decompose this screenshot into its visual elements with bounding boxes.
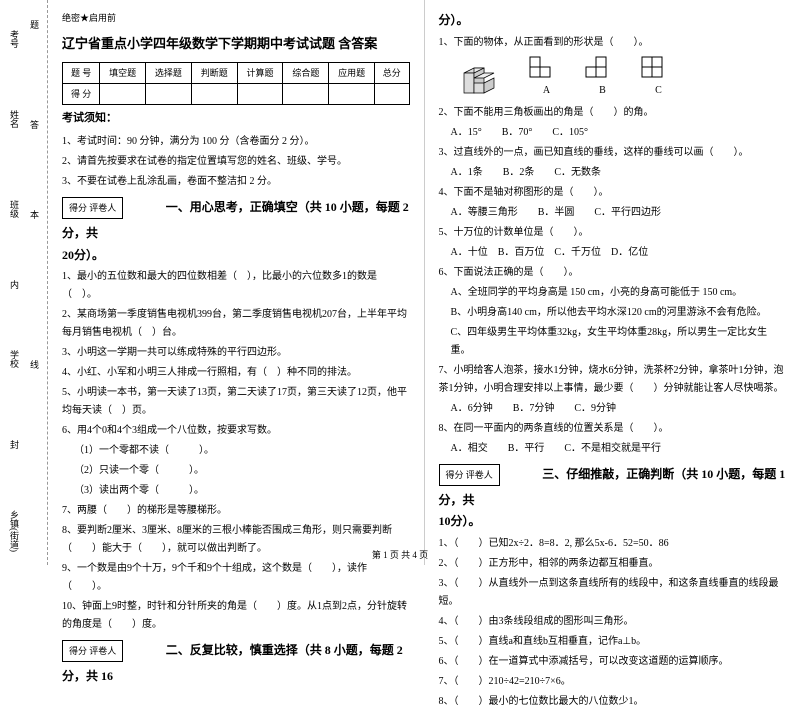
notice-item: 3、不要在试卷上乱涂乱画，卷面不整洁扣 2 分。 (62, 173, 410, 191)
question: 3、（ ）从直线外一点到这条直线所有的线段中，和这条直线垂直的线段最短。 (439, 575, 787, 611)
score-box: 得分 评卷人 (62, 640, 123, 662)
question: 2、下面不能用三角板画出的角是（ ）的角。 (439, 104, 787, 122)
margin-label-seal: 封 (8, 440, 21, 449)
margin-label-exam-no: 考号 (8, 30, 21, 48)
cube-figures: A B C (459, 56, 787, 100)
exam-title: 辽宁省重点小学四年级数学下学期期中考试试题 含答案 (62, 32, 410, 55)
table-cell: 选择题 (146, 62, 192, 83)
table-cell (146, 83, 192, 104)
table-cell (100, 83, 146, 104)
option-label: C (641, 82, 677, 100)
table-cell: 题 号 (63, 62, 100, 83)
table-cell: 应用题 (329, 62, 375, 83)
section-1-title-b: 20分）。 (62, 245, 410, 267)
grid-icon (585, 56, 621, 82)
question: 1、最小的五位数和最大的四位数相差（ ），比最小的六位数多1的数是（ ）。 (62, 268, 410, 304)
table-cell (191, 83, 237, 104)
margin-label-town: 乡镇(街道) (8, 510, 21, 552)
options: A．十位 B．百万位 C．千万位 D．亿位 (439, 244, 787, 262)
table-row: 题 号 填空题 选择题 判断题 计算题 综合题 应用题 总分 (63, 62, 410, 83)
question: 7、两腰（ ）的梯形是等腰梯形。 (62, 502, 410, 520)
option-b: B (585, 56, 621, 100)
score-table: 题 号 填空题 选择题 判断题 计算题 综合题 应用题 总分 得 分 (62, 62, 410, 105)
question: 2、某商场第一季度销售电视机399台，第二季度销售电视机207台，上半年平均每月… (62, 306, 410, 342)
table-cell (237, 83, 283, 104)
notice-head: 考试须知： (62, 109, 410, 129)
column-right: 分）。 1、下面的物体，从正面看到的形状是（ ）。 A B C 2、下面不能用三… (425, 0, 800, 565)
question: 8、（ ）最小的七位数比最大的八位数少1。 (439, 693, 787, 711)
option-label: A (529, 82, 565, 100)
margin-text-4: 线 (28, 360, 41, 369)
options: A．15° B．70° C．105° (439, 124, 787, 142)
options: A．相交 B．平行 C．不是相交就是平行 (439, 440, 787, 458)
table-cell: 计算题 (237, 62, 283, 83)
table-cell: 得 分 (63, 83, 100, 104)
question: 5、十万位的计数单位是（ ）。 (439, 224, 787, 242)
question: 10、钟面上9时整，时针和分针所夹的角是（ ）度。从1点到2点，分针旋转的角度是… (62, 598, 410, 634)
table-cell: 填空题 (100, 62, 146, 83)
table-cell (375, 83, 409, 104)
table-row: 得 分 (63, 83, 410, 104)
question-sub: B、小明身高140 cm，所以他去平均水深120 cm的河里游泳不会有危险。 (439, 304, 787, 322)
question: 3、小明这一学期一共可以练成特殊的平行四边形。 (62, 344, 410, 362)
notice-item: 1、考试时间：90 分钟，满分为 100 分（含卷面分 2 分）。 (62, 133, 410, 151)
page-footer: 第 1 页 共 4 页 (0, 548, 800, 561)
table-cell: 判断题 (191, 62, 237, 83)
question: 4、（ ）由3条线段组成的图形叫三角形。 (439, 613, 787, 631)
margin-label-inner: 内 (8, 280, 21, 289)
question-sub: C、四年级男生平均体重32kg，女生平均体重28kg，所以男生一定比女生重。 (439, 324, 787, 360)
binding-margin: 考号 姓名 班级 内 学校 封 乡镇(街道) 题 答 本 线 (0, 0, 48, 565)
options: A．1条 B．2条 C．无数条 (439, 164, 787, 182)
table-cell (283, 83, 329, 104)
question: 1、下面的物体，从正面看到的形状是（ ）。 (439, 34, 787, 52)
score-box: 得分 评卷人 (62, 197, 123, 219)
question-sub: A、全班同学的平均身高是 150 cm，小亮的身高可能低于 150 cm。 (439, 284, 787, 302)
option-a: A (529, 56, 565, 100)
question: 4、小红、小军和小明三人排成一行照相，有（ ）种不同的排法。 (62, 364, 410, 382)
section-3-title-b: 10分）。 (439, 511, 787, 533)
question: 6、用4个0和4个3组成一个八位数，按要求写数。 (62, 422, 410, 440)
question-sub: （3）读出两个零（ ）。 (62, 482, 410, 500)
table-cell: 综合题 (283, 62, 329, 83)
options: A．6分钟 B．7分钟 C．9分钟 (439, 400, 787, 418)
question: 7、（ ）210÷42=210÷7×6。 (439, 673, 787, 691)
question: 8、在同一平面内的两条直线的位置关系是（ ）。 (439, 420, 787, 438)
options: A．等腰三角形 B．半圆 C．平行四边形 (439, 204, 787, 222)
margin-text-3: 本 (28, 210, 41, 219)
question: 3、过直线外的一点，画已知直线的垂线，这样的垂线可以画（ ）。 (439, 144, 787, 162)
margin-text-2: 答 (28, 120, 41, 129)
notice-item: 2、请首先按要求在试卷的指定位置填写您的姓名、班级、学号。 (62, 153, 410, 171)
table-cell: 总分 (375, 62, 409, 83)
margin-label-class: 班级 (8, 200, 21, 218)
margin-label-name: 姓名 (8, 110, 21, 128)
exam-page: 考号 姓名 班级 内 学校 封 乡镇(街道) 题 答 本 线 绝密★启用前 辽宁… (0, 0, 800, 565)
cube-3d-icon (459, 58, 509, 98)
question: 5、小明读一本书，第一天读了13页，第二天读了17页，第三天读了12页，他平均每… (62, 384, 410, 420)
grid-icon (529, 56, 565, 82)
table-cell (329, 83, 375, 104)
question: 9、一个数是由9个十万，9个千和9个十组成，这个数是（ ），读作（ ）。 (62, 560, 410, 596)
score-box: 得分 评卷人 (439, 464, 500, 486)
question-sub: （2）只读一个零（ ）。 (62, 462, 410, 480)
secret-label: 绝密★启用前 (62, 10, 410, 26)
question: 5、（ ）直线a和直线b互相垂直，记作a⊥b。 (439, 633, 787, 651)
question: 7、小明给客人泡茶，接水1分钟，烧水6分钟，洗茶杯2分钟，拿茶叶1分钟，泡茶1分… (439, 362, 787, 398)
section-2-title-b: 分）。 (439, 10, 787, 32)
option-c: C (641, 56, 677, 100)
question: 6、下面说法正确的是（ ）。 (439, 264, 787, 282)
question: 6、（ ）在一道算式中添减括号，可以改变这道题的运算顺序。 (439, 653, 787, 671)
question: 4、下面不是轴对称图形的是（ ）。 (439, 184, 787, 202)
column-left: 绝密★启用前 辽宁省重点小学四年级数学下学期期中考试试题 含答案 题 号 填空题… (48, 0, 425, 565)
margin-text-1: 题 (28, 20, 41, 29)
grid-icon (641, 56, 677, 82)
margin-label-school: 学校 (8, 350, 21, 368)
option-label: B (585, 82, 621, 100)
question-sub: （1）一个零都不读（ ）。 (62, 442, 410, 460)
